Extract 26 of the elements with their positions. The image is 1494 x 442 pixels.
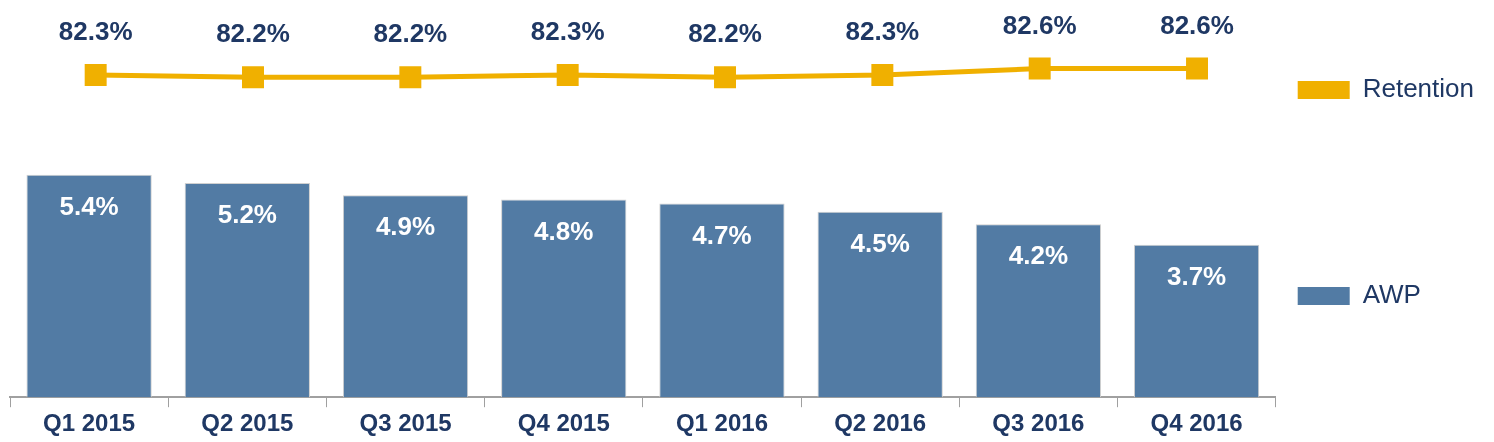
x-tick-label: Q2 2015: [201, 409, 294, 437]
data-label: 82.2%: [216, 18, 290, 49]
x-tick-label: Q1 2016: [675, 409, 768, 437]
data-label: 82.3%: [58, 16, 133, 47]
data-label: 5.2%: [217, 199, 277, 230]
data-label: 4.9%: [375, 211, 436, 242]
data-label: 82.6%: [1160, 9, 1234, 40]
x-tick-label: Q1 2015: [43, 409, 136, 437]
x-tick-label: Q3 2016: [992, 409, 1085, 437]
data-label: 82.2%: [373, 18, 448, 49]
data-label: 3.7%: [1166, 260, 1227, 291]
data-label: 82.3%: [530, 16, 605, 47]
data-label: 82.2%: [688, 18, 762, 49]
data-label: 4.8%: [534, 215, 594, 246]
x-tick-label: Q4 2015: [517, 409, 610, 437]
data-label: 82.6%: [1002, 9, 1077, 40]
legend-label: Retention: [1362, 73, 1475, 104]
legend-label: AWP: [1362, 279, 1421, 310]
data-label: 4.2%: [1008, 240, 1069, 271]
x-tick-label: Q2 2016: [834, 409, 927, 437]
data-label: 82.3%: [845, 16, 920, 47]
data-label: 4.5%: [850, 227, 910, 258]
x-tick-label: Q3 2015: [359, 409, 452, 437]
data-label: 4.7%: [692, 219, 752, 250]
x-tick-label: Q4 2016: [1150, 409, 1243, 437]
data-label: 5.4%: [59, 190, 119, 221]
